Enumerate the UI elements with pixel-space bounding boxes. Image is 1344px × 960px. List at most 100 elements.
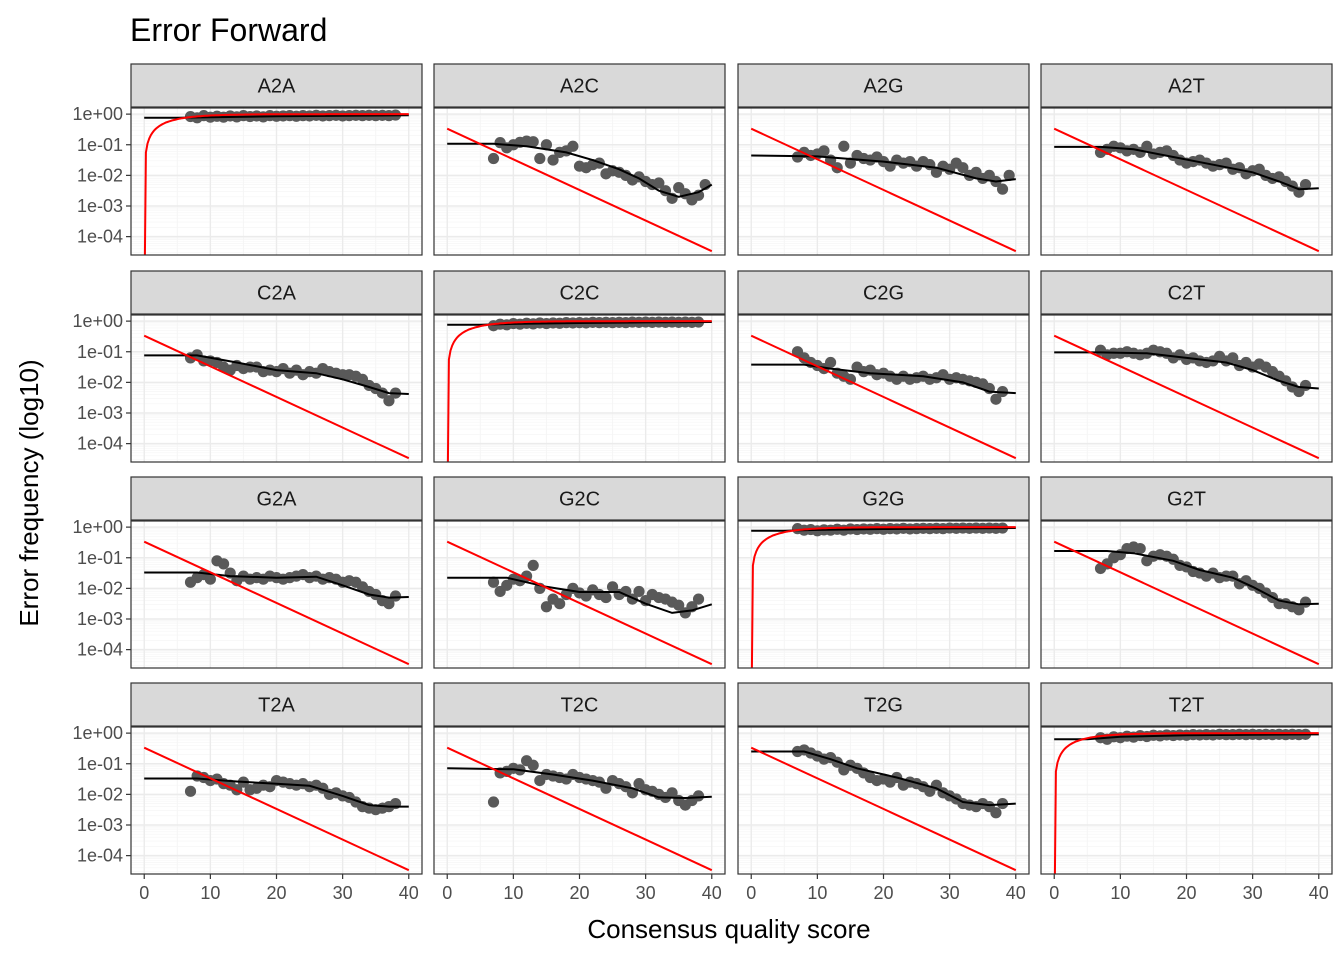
observed-point bbox=[1299, 596, 1312, 608]
fitted-line bbox=[1054, 351, 1319, 390]
nominal-error-line bbox=[143, 334, 410, 460]
observed-point bbox=[487, 576, 500, 588]
nominal-error-line bbox=[750, 746, 1017, 872]
fitted-line bbox=[447, 321, 712, 326]
facet-panel-c2a: C2A 1e+00 1e-01 1e-02 1e-03 1e-04 bbox=[72, 270, 423, 463]
observed-point bbox=[1134, 542, 1146, 555]
observed-point bbox=[567, 140, 579, 152]
observed-point bbox=[527, 559, 539, 572]
nominal-error-line bbox=[143, 746, 410, 872]
facet-strip bbox=[433, 682, 726, 727]
y-tick-label: 1e-03 bbox=[77, 403, 123, 423]
observed-point bbox=[547, 154, 559, 166]
y-tick-label: 1e+00 bbox=[72, 517, 123, 537]
observed-point bbox=[1141, 140, 1153, 152]
facet-strip-label: G2A bbox=[256, 489, 297, 511]
facet-strip bbox=[433, 476, 726, 521]
panel-marks bbox=[143, 334, 410, 460]
observed-point bbox=[990, 807, 1002, 819]
y-tick-label: 1e-04 bbox=[77, 846, 123, 866]
facet-strip-label: C2C bbox=[559, 283, 599, 305]
panel-marks bbox=[446, 746, 713, 872]
fitted-line bbox=[447, 576, 713, 614]
panel-marks bbox=[1053, 334, 1320, 460]
y-tick-label: 1e+00 bbox=[72, 311, 123, 331]
observed-point bbox=[692, 593, 705, 605]
facet-panel-g2c: G2C bbox=[433, 476, 726, 669]
facet-panel-t2t: T2T 0 10 20 30 40 bbox=[1040, 682, 1333, 903]
grid-lines bbox=[131, 108, 422, 255]
x-tick-label: 20 bbox=[873, 883, 893, 903]
nominal-error-line bbox=[446, 320, 712, 462]
grid-lines bbox=[131, 315, 422, 462]
grid-lines bbox=[1041, 108, 1332, 255]
x-tick-label: 40 bbox=[399, 883, 419, 903]
nominal-error-line bbox=[1053, 127, 1320, 253]
observed-point bbox=[818, 145, 830, 157]
x-tick-label: 40 bbox=[1309, 883, 1329, 903]
facet-panel-g2t: G2T bbox=[1040, 476, 1333, 669]
facet-strip bbox=[433, 270, 726, 315]
panel-marks bbox=[750, 127, 1017, 253]
panel-border bbox=[1040, 520, 1333, 669]
facet-strip bbox=[1040, 476, 1333, 521]
panel-border bbox=[1040, 314, 1333, 463]
panel-border bbox=[1040, 107, 1333, 256]
observed-point bbox=[184, 785, 197, 797]
observed-point bbox=[673, 599, 685, 611]
observed-point bbox=[527, 136, 539, 148]
y-axis-title: Error frequency (log10) bbox=[14, 359, 44, 626]
observed-point bbox=[204, 573, 216, 585]
observed-point bbox=[1299, 178, 1312, 191]
observed-point bbox=[957, 162, 969, 174]
observed-point bbox=[540, 601, 553, 613]
facet-strip bbox=[130, 270, 423, 315]
observed-point bbox=[692, 790, 705, 802]
y-tick-label: 1e+00 bbox=[72, 104, 123, 124]
observed-point bbox=[844, 157, 857, 169]
nominal-error-line bbox=[750, 334, 1017, 460]
panel-border bbox=[130, 520, 423, 669]
fitted-line bbox=[1054, 550, 1319, 606]
observed-point bbox=[653, 177, 665, 189]
y-tick-label: 1e-04 bbox=[77, 434, 123, 454]
grid-lines bbox=[738, 108, 1029, 255]
facet-panel-t2c: T2C 0 10 20 30 40 bbox=[433, 682, 726, 903]
facet-strip bbox=[737, 682, 1030, 727]
grid-lines bbox=[738, 727, 1029, 874]
nominal-error-line bbox=[143, 113, 409, 255]
facet-panel-a2t: A2T bbox=[1040, 63, 1333, 256]
facet-strip-label: A2T bbox=[1168, 76, 1205, 98]
x-tick-label: 0 bbox=[1049, 883, 1059, 903]
panel-marks bbox=[446, 540, 713, 666]
facet-strip-label: T2C bbox=[561, 695, 599, 717]
observed-point bbox=[554, 598, 566, 610]
observed-point bbox=[666, 787, 678, 799]
y-tick-label: 1e-01 bbox=[77, 548, 123, 568]
fitted-line bbox=[144, 571, 409, 599]
fitted-line bbox=[751, 154, 1016, 183]
panel-marks bbox=[1053, 728, 1319, 874]
x-axis-title: Consensus quality score bbox=[587, 914, 870, 944]
y-tick-label: 1e-02 bbox=[77, 165, 123, 185]
facet-strip-label: A2G bbox=[863, 76, 903, 98]
facet-panel-t2g: T2G 0 10 20 30 40 bbox=[737, 682, 1030, 903]
fitted-line bbox=[447, 142, 713, 198]
panel-border bbox=[433, 107, 726, 256]
x-tick-label: 40 bbox=[1006, 883, 1026, 903]
facet-panel-g2a: G2A 1e+00 1e-01 1e-02 1e-03 1e-04 bbox=[72, 476, 423, 669]
nominal-error-line bbox=[1053, 540, 1320, 666]
observed-point bbox=[1293, 604, 1305, 616]
observed-point bbox=[990, 393, 1002, 405]
facet-strip-label: C2G bbox=[863, 283, 904, 305]
y-tick-label: 1e-02 bbox=[77, 784, 123, 804]
observed-point bbox=[217, 558, 230, 570]
observed-point bbox=[487, 152, 500, 165]
fitted-line bbox=[1054, 145, 1319, 191]
panel-marks bbox=[143, 746, 410, 872]
x-tick-label: 10 bbox=[807, 883, 827, 903]
x-tick-label: 10 bbox=[1110, 883, 1130, 903]
x-tick-label: 30 bbox=[1243, 883, 1263, 903]
observed-point bbox=[527, 759, 539, 771]
